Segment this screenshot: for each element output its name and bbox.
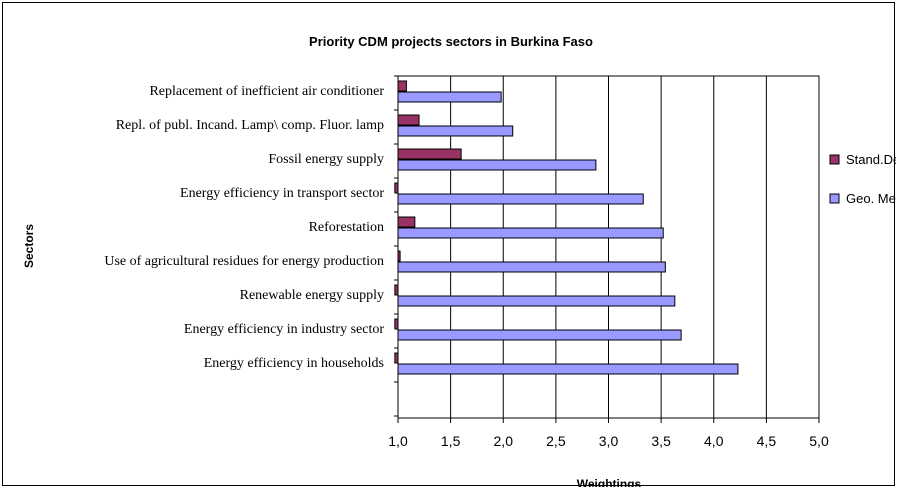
bar-geo-mean [397,159,597,171]
bar-chart: Priority CDM projects sectors in Burkina… [22,34,896,487]
category-label: Energy efficiency in industry sector [184,322,384,337]
bar-stand-devi [397,216,416,228]
category-label: Repl. of publ. Incand. Lamp\ comp. Fluor… [116,118,384,133]
bar-geo-mean [397,295,676,307]
bar-geo-mean [397,261,666,273]
legend-stand-devi-label: Stand.Devi. [846,152,896,167]
bar-geo-mean [397,329,682,341]
x-tick-label: 2,5 [546,433,566,449]
category-label: Reforestation [309,220,384,235]
bar-geo-mean [397,91,502,103]
y-axis-title: Sectors [22,224,36,268]
category-label: Fossil energy supply [268,152,384,167]
bar-stand-devi [394,318,399,330]
chart-title: Priority CDM projects sectors in Burkina… [309,34,593,49]
bar-geo-mean [397,125,514,137]
x-tick-label: 5,0 [809,433,829,449]
bar-geo-mean [397,193,644,205]
category-label: Use of agricultural residues for energy … [104,254,384,269]
category-label: Energy efficiency in households [204,356,384,371]
bar-geo-mean [397,227,664,239]
x-tick-label: 3,0 [599,433,619,449]
x-tick-label: 3,5 [651,433,671,449]
bar-stand-devi [397,148,462,160]
category-label: Renewable energy supply [240,288,384,303]
bar-stand-devi [397,250,401,262]
bar-stand-devi [397,80,407,92]
x-tick-label: 4,5 [757,433,777,449]
legend-geo-mean-label: Geo. Mean [846,191,896,206]
bar-stand-devi [394,352,399,364]
x-tick-label: 2,0 [494,433,514,449]
x-tick-label: 1,5 [441,433,461,449]
legend-geo-mean-swatch [829,193,840,204]
category-label: Replacement of inefficient air condition… [149,84,384,99]
category-label: Energy efficiency in transport sector [180,186,384,201]
bar-stand-devi [397,114,420,126]
bar-stand-devi [394,284,399,296]
x-axis-title: Weightings [577,477,642,487]
bar-stand-devi [394,182,399,194]
x-tick-label: 4,0 [704,433,724,449]
legend-stand-devi-swatch [829,154,840,165]
bar-geo-mean [397,363,739,375]
x-tick-label: 1,0 [388,433,408,449]
